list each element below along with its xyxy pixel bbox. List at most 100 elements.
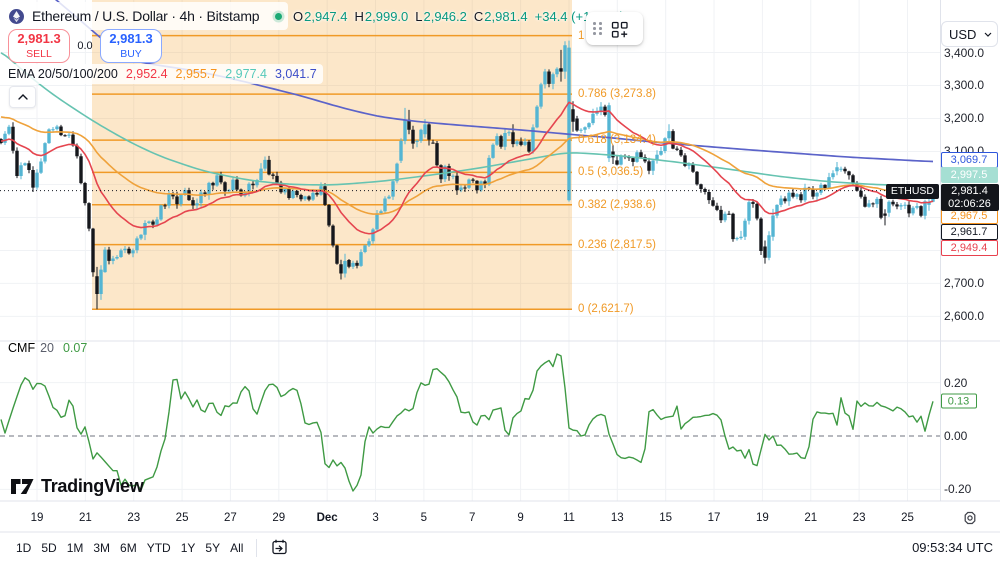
open-value: 2,947.4 <box>304 8 348 24</box>
trade-buttons: 2,981.3 SELL 0.0 2,981.3 BUY <box>8 29 162 63</box>
buy-button[interactable]: 2,981.3 BUY <box>100 29 162 63</box>
price-chip: 2,961.7 <box>940 224 998 240</box>
symbol-legend: Ethereum / U.S. Dollar · 4h · Bitstamp <box>2 2 289 30</box>
date-axis-label[interactable]: 21 <box>78 511 92 524</box>
multichart-layout-icon[interactable] <box>610 19 630 39</box>
ema-100-line[interactable] <box>0 52 934 187</box>
range-1m-button[interactable]: 1M <box>66 540 84 555</box>
chevron-down-icon <box>984 32 992 37</box>
fib-level-label: 0.236 (2,817.5) <box>578 238 657 251</box>
open-label: O <box>293 8 304 24</box>
range-5d-button[interactable]: 5D <box>41 540 57 555</box>
pane-borders <box>0 0 1000 533</box>
cmf-axis-label: 0.20 <box>944 375 968 390</box>
last-price-value: 2,981.4 <box>951 184 988 197</box>
tradingview-icon <box>11 479 34 494</box>
cmf-name: CMF <box>8 341 36 355</box>
cmf-current-value-label: 0.13 <box>940 393 977 409</box>
date-axis-label[interactable]: 19 <box>755 511 769 524</box>
range-1d-button[interactable]: 1D <box>16 540 32 555</box>
range-all-button[interactable]: All <box>230 540 244 555</box>
chevron-up-icon <box>17 94 28 100</box>
buy-price: 2,981.3 <box>109 31 153 46</box>
currency-value: USD <box>949 26 977 42</box>
floating-toolbar[interactable] <box>586 12 643 45</box>
close-label: C <box>473 8 484 24</box>
date-axis-label[interactable]: 25 <box>175 511 189 524</box>
ethereum-logo-icon <box>9 8 24 24</box>
toolbar-separator <box>256 538 258 557</box>
date-axis-label[interactable]: 17 <box>707 511 721 524</box>
calendar-arrow-icon <box>272 539 288 555</box>
ema-legend[interactable]: EMA 20/50/100/200 2,952.4 2,955.7 2,977.4 3… <box>2 64 323 84</box>
ema-50-line[interactable] <box>0 116 934 215</box>
price-axis-label: 3,300.0 <box>944 78 985 93</box>
fib-level-label: 0 (2,621.7) <box>578 303 634 316</box>
date-axis-label[interactable]: 25 <box>901 511 914 524</box>
market-status-icon[interactable] <box>275 12 283 20</box>
date-axis-label[interactable]: 19 <box>30 511 44 524</box>
range-5y-button[interactable]: 5Y <box>205 540 221 555</box>
fib-retracement[interactable] <box>92 0 572 311</box>
date-axis-label[interactable]: 27 <box>224 511 237 524</box>
fib-level-label: 0.382 (2,938.6) <box>578 198 657 211</box>
drag-handle-icon[interactable] <box>593 22 602 35</box>
currency-dropdown[interactable]: USD <box>941 21 998 47</box>
range-3m-button[interactable]: 3M <box>93 540 111 555</box>
cmf-line[interactable] <box>0 353 934 492</box>
price-chip: 2,949.4 <box>940 239 998 256</box>
date-axis-label[interactable]: 9 <box>517 511 524 524</box>
collapse-legend-button[interactable] <box>9 86 36 108</box>
price-axis-label: 3,400.0 <box>944 45 985 60</box>
low-value: 2,946.2 <box>423 8 467 24</box>
date-axis-label[interactable]: 23 <box>127 511 141 524</box>
date-axis-label[interactable]: 21 <box>804 511 818 524</box>
fib-level-label: 0.618 (3,134.4) <box>578 134 657 147</box>
range-1y-button[interactable]: 1Y <box>180 540 196 555</box>
clock-display[interactable]: 09:53:34 UTC <box>912 540 993 555</box>
ema-value-2: 2,977.4 <box>225 67 267 81</box>
ohlc-readout: O 2,947.4 H 2,999.0 L 2,946.2 C 2,981.4 … <box>293 2 624 30</box>
last-price-label: 2,981.4 02:06:26 <box>940 184 999 211</box>
date-axis-label[interactable]: 5 <box>420 511 428 524</box>
ema-legend-title: EMA 20/50/100/200 <box>8 67 118 81</box>
date-axis-label[interactable]: 7 <box>469 511 476 524</box>
price-axis-label: 2,700.0 <box>944 276 985 291</box>
go-to-date-button[interactable] <box>270 538 289 557</box>
symbol-title[interactable]: Ethereum / U.S. Dollar · 4h · Bitstamp <box>32 8 260 24</box>
gear-icon[interactable] <box>962 510 978 531</box>
cmf-value: 0.07 <box>62 341 88 355</box>
candlestick-series[interactable] <box>0 40 935 310</box>
date-axis-label[interactable]: 23 <box>852 511 866 524</box>
sell-label: SELL <box>26 47 52 60</box>
high-label: H <box>354 8 364 24</box>
date-axis-label[interactable]: Dec <box>316 511 338 524</box>
spread-value: 0.0 <box>77 40 93 52</box>
date-axis-label[interactable]: 15 <box>659 511 673 524</box>
symbol-price-tag-text: ETHUSD <box>890 185 934 197</box>
price-axis-label: 2,600.0 <box>944 309 985 324</box>
ema-20-line[interactable] <box>0 101 934 235</box>
cmf-axis-label: -0.20 <box>944 482 972 497</box>
high-value: 2,999.0 <box>364 8 409 24</box>
date-axis-label[interactable]: 13 <box>610 511 624 524</box>
fib-level-label: 0.786 (3,273.8) <box>578 88 657 101</box>
cmf-legend[interactable]: CMF 20 0.07 <box>8 339 87 357</box>
range-6m-button[interactable]: 6M <box>120 540 137 555</box>
date-axis-label[interactable]: 29 <box>272 511 286 524</box>
date-axis-label[interactable]: 11 <box>562 511 575 524</box>
cmf-param: 20 <box>40 341 54 355</box>
bottom-toolbar: 1D 5D 1M 3M 6M YTD 1Y 5Y All <box>0 532 1000 563</box>
cmf-axis-label: 0.00 <box>944 429 968 443</box>
close-value: 2,981.4 <box>484 8 528 24</box>
buy-label: BUY <box>120 47 142 60</box>
range-ytd-button[interactable]: YTD <box>146 540 171 555</box>
price-axis-label: 3,200.0 <box>944 111 985 126</box>
ema-value-3: 3,041.7 <box>274 67 317 81</box>
tradingview-logo[interactable]: TradingView <box>10 476 144 497</box>
date-axis-label[interactable]: 3 <box>372 511 379 524</box>
sell-button[interactable]: 2,981.3 SELL <box>8 29 70 63</box>
low-label: L <box>415 8 423 24</box>
